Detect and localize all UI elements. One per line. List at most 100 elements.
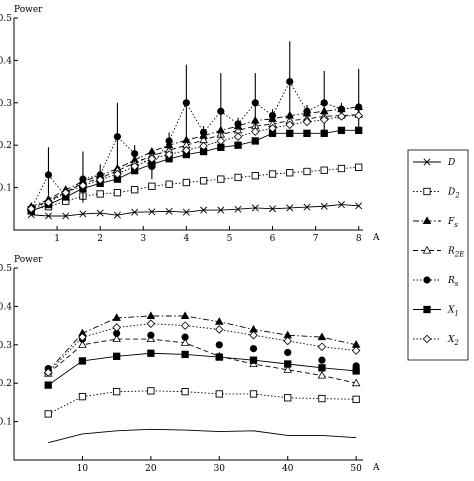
series-line	[48, 339, 356, 383]
x-tick-label: 30	[214, 464, 226, 474]
x-tick-label: 2	[97, 234, 103, 244]
data-point	[250, 332, 257, 339]
data-point	[284, 337, 291, 344]
data-point	[113, 314, 120, 320]
data-point	[319, 365, 325, 371]
x-axis-title: A	[372, 463, 380, 473]
data-point	[181, 312, 188, 318]
data-point	[321, 167, 327, 173]
y-tick-label: 0.5	[0, 14, 12, 24]
series-X2	[28, 112, 363, 213]
data-point	[353, 396, 359, 402]
data-point	[234, 133, 241, 140]
series-Fs	[45, 312, 360, 373]
data-point	[97, 191, 103, 197]
x-tick-label: 1	[54, 234, 60, 244]
data-point	[318, 343, 325, 350]
data-point	[113, 353, 119, 359]
data-point	[183, 179, 189, 185]
data-point	[252, 138, 258, 144]
data-point	[181, 322, 188, 329]
data-point	[304, 130, 310, 136]
data-point	[218, 176, 224, 182]
series-line	[48, 353, 356, 385]
series-line	[48, 429, 356, 442]
data-point	[319, 357, 325, 363]
x-tick-label: 50	[350, 464, 362, 474]
data-point	[166, 181, 172, 187]
series-D	[28, 201, 362, 219]
y-tick-label: 0.2	[0, 379, 12, 389]
x-axis-title: A	[372, 233, 380, 243]
data-point	[200, 178, 206, 184]
data-point	[338, 113, 345, 120]
data-point	[287, 78, 293, 84]
y-tick-label: 0.2	[0, 141, 12, 151]
y-tick-label: 0.4	[0, 56, 12, 66]
data-point	[182, 388, 188, 394]
data-point	[79, 393, 85, 399]
y-axis-title: Power	[14, 5, 43, 15]
data-point	[321, 100, 327, 106]
data-point	[250, 357, 256, 363]
data-point	[338, 106, 344, 112]
series-D	[48, 429, 356, 442]
x-tick-label: 6	[270, 234, 276, 244]
x-tick-label: 10	[77, 464, 89, 474]
legend-marker	[424, 277, 430, 283]
series-X1	[45, 350, 359, 388]
data-point	[113, 324, 120, 331]
data-point	[148, 332, 154, 338]
data-point	[45, 172, 51, 178]
series-R2E	[28, 111, 363, 211]
data-point	[338, 127, 344, 133]
data-point	[285, 349, 291, 355]
data-point	[182, 351, 188, 357]
data-point	[285, 395, 291, 401]
data-point	[183, 100, 189, 106]
axes	[14, 268, 363, 460]
data-point	[147, 320, 154, 327]
data-point	[250, 391, 256, 397]
data-point	[252, 173, 258, 179]
data-point	[217, 137, 224, 144]
data-point	[269, 171, 275, 177]
data-point	[216, 342, 222, 348]
data-point	[269, 112, 275, 118]
y-tick-label: 0.1	[0, 418, 12, 428]
data-point	[355, 127, 361, 133]
series-line	[48, 316, 356, 371]
data-point	[148, 388, 154, 394]
series-R2E	[45, 335, 360, 386]
data-point	[318, 333, 325, 339]
data-point	[131, 187, 137, 193]
data-point	[235, 174, 241, 180]
legend-marker	[424, 306, 430, 312]
data-point	[355, 112, 362, 119]
data-point	[252, 100, 258, 106]
data-point	[338, 165, 344, 171]
series-Fs	[28, 103, 363, 209]
data-point	[114, 134, 120, 140]
x-tick-label: 40	[282, 464, 294, 474]
data-point	[285, 361, 291, 367]
data-point	[250, 345, 256, 351]
data-point	[216, 326, 223, 333]
data-point	[353, 368, 359, 374]
data-point	[355, 164, 361, 170]
y-axis-title: Power	[14, 255, 43, 265]
data-point	[235, 142, 241, 148]
data-point	[235, 121, 241, 127]
series-D2	[45, 388, 359, 417]
legend: D D2 Fs R2E Rs X1 X2	[408, 150, 468, 360]
x-tick-label: 20	[145, 464, 157, 474]
data-point	[45, 411, 51, 417]
series-line	[48, 324, 356, 373]
data-point	[166, 138, 172, 144]
data-point	[318, 372, 325, 378]
data-point	[200, 129, 206, 135]
data-point	[218, 108, 224, 114]
